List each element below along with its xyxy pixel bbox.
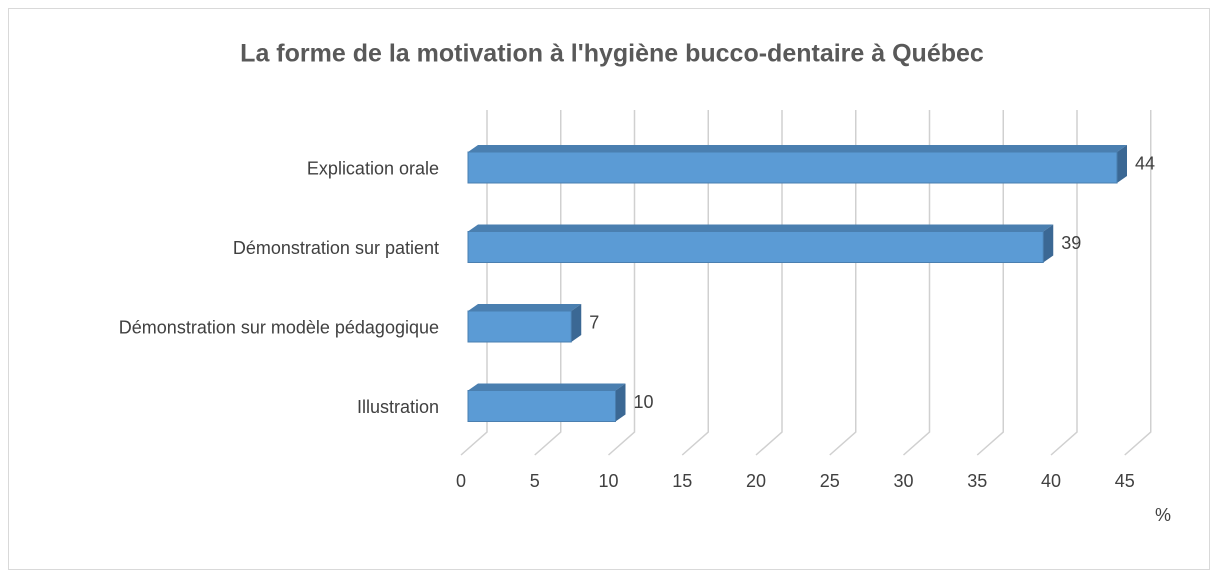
x-tick-label: 0: [456, 471, 466, 491]
data-label: 7: [589, 312, 599, 332]
bar-face: [468, 224, 1054, 232]
grid-line: [903, 110, 931, 456]
x-tick-label: 30: [893, 471, 913, 491]
y-tick-label: Illustration: [357, 397, 439, 417]
grid-line: [1050, 110, 1078, 456]
bar-face: [571, 304, 582, 342]
x-tick-label: 35: [967, 471, 987, 491]
bar-face: [468, 304, 582, 311]
grid-line: [534, 110, 562, 456]
grid-line: [755, 110, 783, 456]
y-tick-label: Démonstration sur modèle pédagogique: [119, 317, 439, 337]
bar-face: [467, 151, 1118, 184]
grid-line: [608, 110, 636, 456]
x-axis-label: %: [1155, 505, 1171, 525]
data-label: 44: [1135, 153, 1155, 173]
bar-face: [467, 390, 616, 422]
bar: [467, 383, 626, 422]
x-tick-label: 10: [598, 471, 618, 491]
bar-face: [468, 145, 1127, 152]
bar-face: [1117, 145, 1127, 183]
data-label: 39: [1061, 233, 1081, 253]
bar-face: [468, 383, 626, 391]
bar: [467, 224, 1054, 263]
bar-face: [615, 383, 626, 422]
grid-line: [460, 110, 488, 456]
x-tick-label: 20: [746, 471, 766, 491]
chart-title: La forme de la motivation à l'hygiène bu…: [240, 40, 984, 68]
bar-face: [467, 310, 572, 343]
bar-face: [1043, 224, 1054, 263]
bar-face: [467, 231, 1044, 263]
y-tick-label: Explication orale: [307, 158, 439, 178]
x-tick-label: 5: [530, 471, 540, 491]
chart-border: [8, 8, 1210, 570]
x-tick-label: 40: [1041, 471, 1061, 491]
data-label: 10: [634, 392, 654, 412]
grid-line: [976, 110, 1004, 456]
bar: [467, 145, 1127, 184]
x-tick-label: 45: [1115, 471, 1135, 491]
bar: [467, 304, 582, 343]
y-tick-label: Démonstration sur patient: [233, 238, 439, 258]
x-tick-label: 25: [820, 471, 840, 491]
x-tick-label: 15: [672, 471, 692, 491]
grid-line: [829, 110, 857, 456]
grid-line: [1124, 110, 1152, 456]
grid-line: [681, 110, 709, 456]
